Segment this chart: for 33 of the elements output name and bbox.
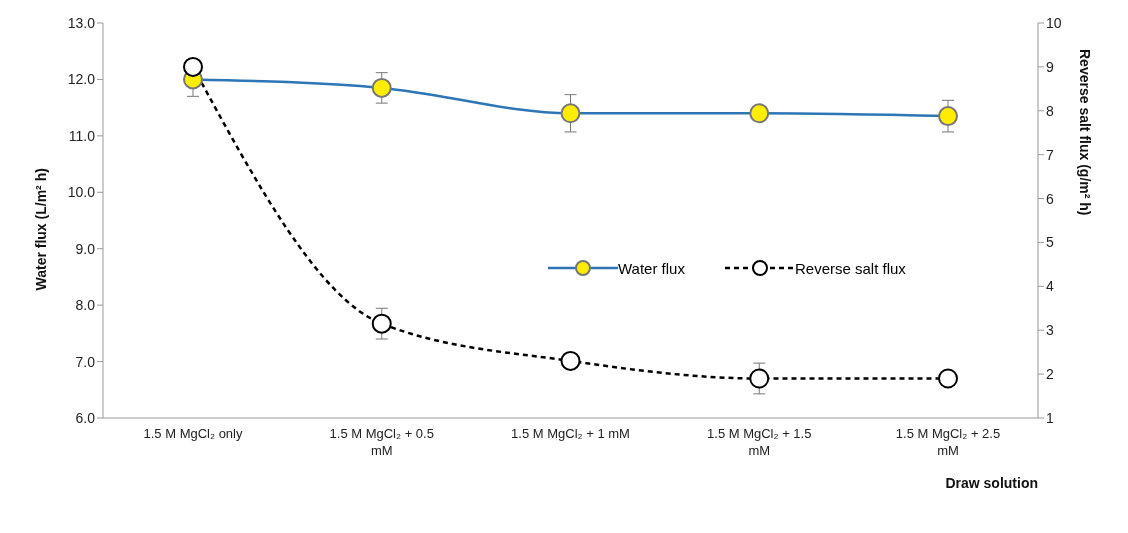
y-axis-title: Water flux (L/m² h) xyxy=(32,168,49,291)
y-tick-label: 6.0 xyxy=(75,409,96,426)
x-tick-label: 1.5 M MgCl₂ + 2.5 mM xyxy=(895,426,1001,458)
x-axis-title: Draw solution xyxy=(945,475,1038,491)
y-tick-label: 13.0 xyxy=(67,14,96,31)
y-tick-label: 10.0 xyxy=(67,184,96,201)
y2-tick-label: 10 xyxy=(1046,14,1062,31)
y2-tick-label: 1 xyxy=(1046,409,1054,426)
legend-label: Water flux xyxy=(618,259,685,277)
legend-label: Reverse salt flux xyxy=(794,259,906,277)
y2-tick-label: 2 xyxy=(1046,366,1054,383)
y-tick-label: 9.0 xyxy=(75,240,96,257)
y-tick-label: 8.0 xyxy=(75,297,96,314)
y2-tick-label: 7 xyxy=(1046,146,1054,163)
y2-tick-label: 3 xyxy=(1046,322,1054,339)
y-tick-label: 12.0 xyxy=(67,71,96,88)
y-tick-label: 11.0 xyxy=(68,127,96,144)
point xyxy=(938,368,958,389)
x-tick-label: 1.5 M MgCl₂ only xyxy=(143,426,243,441)
point xyxy=(371,313,392,334)
y2-tick-label: 9 xyxy=(1046,58,1054,75)
y2-tick-label: 6 xyxy=(1046,190,1054,207)
y2-tick-label: 8 xyxy=(1046,102,1054,119)
y2-tick-label: 4 xyxy=(1046,278,1054,295)
y2-axis-title: Reverse salt flux (g/m² h) xyxy=(1077,49,1094,216)
point xyxy=(560,350,581,371)
point xyxy=(183,56,203,77)
y2-tick-label: 5 xyxy=(1046,234,1054,251)
x-tick-label: 1.5 M MgCl₂ + 1.5 mM xyxy=(707,426,812,458)
x-tick-label: 1.5 M MgCl₂ + 1 mM xyxy=(511,426,630,441)
x-tick-label: 1.5 M MgCl₂ + 0.5 mM xyxy=(329,426,434,458)
point xyxy=(749,368,770,389)
y-tick-label: 7.0 xyxy=(75,353,96,370)
